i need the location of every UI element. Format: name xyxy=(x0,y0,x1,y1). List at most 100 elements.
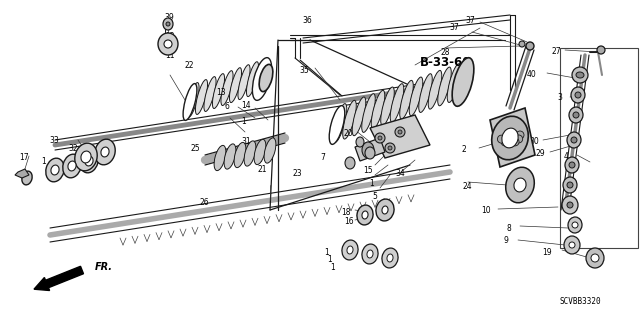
Text: 26: 26 xyxy=(200,198,210,207)
Text: 37: 37 xyxy=(465,16,476,25)
Text: 11: 11 xyxy=(165,51,174,60)
Text: 18: 18 xyxy=(341,208,350,217)
Text: 35: 35 xyxy=(299,66,309,75)
Ellipse shape xyxy=(356,137,364,147)
Ellipse shape xyxy=(46,158,64,182)
Ellipse shape xyxy=(428,70,442,109)
Text: 10: 10 xyxy=(481,206,492,215)
Polygon shape xyxy=(15,169,29,178)
Ellipse shape xyxy=(452,58,474,106)
Ellipse shape xyxy=(571,87,585,103)
Ellipse shape xyxy=(81,151,91,163)
Ellipse shape xyxy=(22,171,32,185)
Ellipse shape xyxy=(390,84,404,122)
Ellipse shape xyxy=(195,80,207,115)
Ellipse shape xyxy=(576,72,584,78)
Ellipse shape xyxy=(395,127,405,137)
Polygon shape xyxy=(490,108,535,167)
Ellipse shape xyxy=(246,62,259,97)
Text: 2: 2 xyxy=(461,145,467,154)
Ellipse shape xyxy=(409,77,423,116)
Ellipse shape xyxy=(95,139,115,165)
Ellipse shape xyxy=(75,143,97,171)
Ellipse shape xyxy=(569,162,575,168)
Ellipse shape xyxy=(166,22,170,26)
Ellipse shape xyxy=(562,196,578,214)
Ellipse shape xyxy=(244,141,256,166)
Ellipse shape xyxy=(345,157,355,169)
Ellipse shape xyxy=(387,254,393,262)
Text: 8: 8 xyxy=(506,224,511,233)
Ellipse shape xyxy=(221,71,233,106)
Text: 13: 13 xyxy=(216,88,226,97)
Text: 4: 4 xyxy=(564,152,569,161)
Text: 39: 39 xyxy=(164,13,175,22)
Text: 29: 29 xyxy=(536,149,546,158)
Ellipse shape xyxy=(365,147,375,159)
Text: 31: 31 xyxy=(241,137,252,146)
Ellipse shape xyxy=(230,68,241,102)
Ellipse shape xyxy=(516,131,524,139)
Ellipse shape xyxy=(501,138,509,146)
Text: 16: 16 xyxy=(344,217,354,226)
Ellipse shape xyxy=(238,65,250,100)
Ellipse shape xyxy=(333,104,347,142)
Ellipse shape xyxy=(255,59,267,93)
Text: 32: 32 xyxy=(68,144,79,153)
Text: 7: 7 xyxy=(321,153,326,162)
Text: 1: 1 xyxy=(369,179,374,188)
Ellipse shape xyxy=(400,80,413,119)
Text: 33: 33 xyxy=(49,136,60,145)
Ellipse shape xyxy=(212,74,225,108)
Ellipse shape xyxy=(591,254,599,262)
Ellipse shape xyxy=(571,137,577,143)
Ellipse shape xyxy=(447,64,461,102)
Ellipse shape xyxy=(85,156,93,166)
Ellipse shape xyxy=(506,167,534,203)
Ellipse shape xyxy=(567,182,573,188)
Ellipse shape xyxy=(575,92,581,98)
Ellipse shape xyxy=(214,145,226,171)
Ellipse shape xyxy=(519,41,525,47)
Text: 6: 6 xyxy=(225,102,230,111)
Ellipse shape xyxy=(567,132,581,148)
Ellipse shape xyxy=(563,177,577,193)
Ellipse shape xyxy=(252,58,271,100)
Ellipse shape xyxy=(597,46,605,54)
Ellipse shape xyxy=(362,211,368,219)
Text: 36: 36 xyxy=(302,16,312,25)
Ellipse shape xyxy=(526,42,534,50)
Text: 1: 1 xyxy=(257,155,262,164)
Ellipse shape xyxy=(569,107,583,123)
Text: 27: 27 xyxy=(552,47,562,56)
Ellipse shape xyxy=(164,40,172,48)
Text: 30: 30 xyxy=(529,137,540,146)
Ellipse shape xyxy=(362,142,374,158)
Text: SCVBB3320: SCVBB3320 xyxy=(560,298,602,307)
Ellipse shape xyxy=(381,87,394,126)
Ellipse shape xyxy=(367,250,373,258)
Ellipse shape xyxy=(568,217,582,233)
Ellipse shape xyxy=(158,33,178,55)
Ellipse shape xyxy=(375,133,385,143)
Ellipse shape xyxy=(254,139,266,165)
Ellipse shape xyxy=(357,205,373,225)
Ellipse shape xyxy=(385,143,395,153)
Ellipse shape xyxy=(234,142,246,167)
Text: 37: 37 xyxy=(449,23,460,32)
Text: 23: 23 xyxy=(292,169,303,178)
Text: 1: 1 xyxy=(324,248,329,256)
Polygon shape xyxy=(355,138,385,161)
Text: 19: 19 xyxy=(542,248,552,256)
Ellipse shape xyxy=(573,112,579,118)
Ellipse shape xyxy=(342,240,358,260)
Ellipse shape xyxy=(511,138,519,146)
Ellipse shape xyxy=(569,242,575,248)
Text: FR.: FR. xyxy=(95,262,113,272)
Ellipse shape xyxy=(101,147,109,157)
Ellipse shape xyxy=(586,248,604,268)
Ellipse shape xyxy=(347,246,353,254)
Ellipse shape xyxy=(187,83,199,117)
Text: 5: 5 xyxy=(372,192,377,201)
Ellipse shape xyxy=(419,74,432,112)
